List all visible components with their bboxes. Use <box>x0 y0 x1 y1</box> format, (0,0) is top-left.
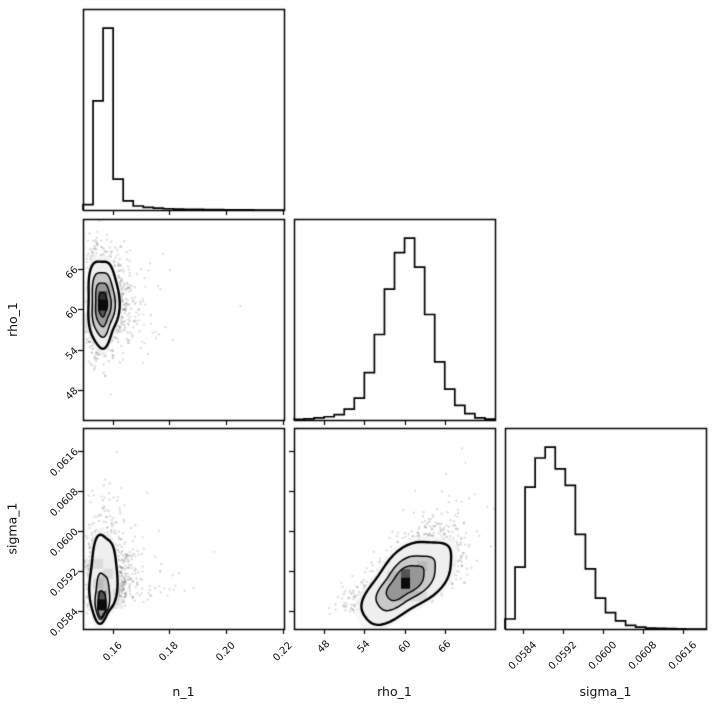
panel-joint-sigma1-vs-n1 <box>83 428 284 629</box>
panel-joint-rho1-vs-n1 <box>83 219 284 420</box>
panel-hist-sigma1 <box>505 428 706 629</box>
yaxis-title-sigma1-text: sigma_1 <box>4 502 20 555</box>
panel-hist-rho1 <box>294 219 495 420</box>
xaxis-title-sigma1: sigma_1 <box>579 684 632 699</box>
yaxis-title-sigma1: sigma_1 <box>0 428 24 629</box>
yaxis-title-rho1-text: rho_1 <box>4 302 20 337</box>
panel-joint-sigma1-vs-rho1 <box>294 428 495 629</box>
panel-hist-n1 <box>83 9 284 210</box>
yaxis-title-rho1: rho_1 <box>0 219 24 420</box>
xaxis-title-n1: n_1 <box>172 684 195 699</box>
xaxis-title-rho1: rho_1 <box>377 684 412 699</box>
